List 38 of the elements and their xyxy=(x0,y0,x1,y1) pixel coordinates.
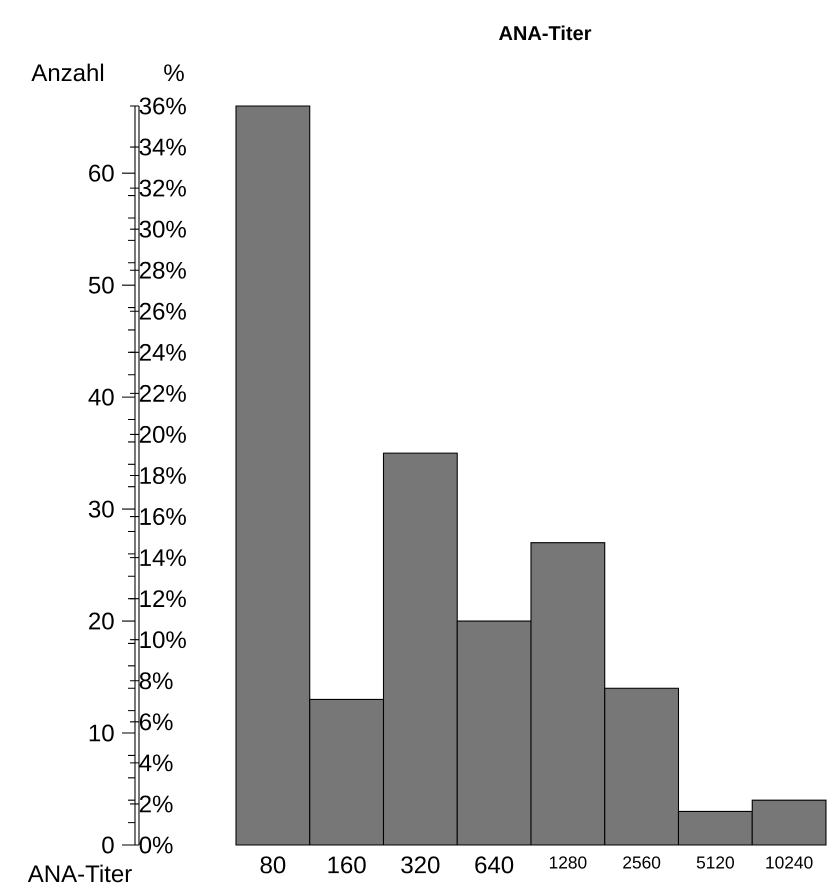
y2-tick-label: 2% xyxy=(140,795,173,812)
y2-tick-label: 24% xyxy=(140,344,186,361)
y2-tick-label: 4% xyxy=(139,754,173,772)
y-axis-title: Anzahl xyxy=(31,64,104,82)
y2-tick-label: 26% xyxy=(140,302,186,320)
y2-tick-label: 12% xyxy=(140,590,186,608)
y2-tick-label: 36% xyxy=(140,97,186,114)
x-tick-label: 10240 xyxy=(766,856,813,869)
y2-tick-label: 20% xyxy=(140,426,186,443)
chart-title: ANA-Titer xyxy=(499,26,592,40)
y-tick-label: 0 xyxy=(102,836,114,854)
x-tick-label: 80 xyxy=(260,856,286,874)
y2-tick-label: 10% xyxy=(140,631,186,648)
y2-tick-label: 34% xyxy=(140,138,186,156)
x-tick-label: 2560 xyxy=(623,856,660,869)
y-tick-label: 10 xyxy=(90,724,114,742)
y2-tick-label: 0% xyxy=(140,836,173,854)
y-tick-label: 30 xyxy=(88,500,114,518)
x-tick-label: 5120 xyxy=(696,856,734,869)
y2-tick-label: 6% xyxy=(140,713,173,730)
y2-tick-label: 30% xyxy=(140,220,186,238)
y2-tick-label: 32% xyxy=(140,180,186,197)
y-tick-label: 20 xyxy=(89,612,114,630)
y2-axis-title: % xyxy=(164,64,184,82)
y-tick-label: 50 xyxy=(88,276,114,294)
x-tick-label: 160 xyxy=(328,856,366,874)
y2-tick-label: 8% xyxy=(140,672,173,690)
x-tick-label: 320 xyxy=(401,856,440,874)
y2-tick-label: 28% xyxy=(140,262,186,279)
y2-tick-label: 16% xyxy=(140,508,186,526)
y2-tick-label: 14% xyxy=(140,549,186,566)
x-tick-label: 1280 xyxy=(550,856,586,869)
y-tick-label: 60 xyxy=(89,164,114,182)
x-tick-label: 640 xyxy=(475,856,514,874)
y2-tick-label: 18% xyxy=(140,466,186,484)
y2-tick-label: 22% xyxy=(140,384,186,402)
y-tick-label: 40 xyxy=(88,388,114,406)
x-axis-title: ANA-Titer xyxy=(28,864,132,882)
